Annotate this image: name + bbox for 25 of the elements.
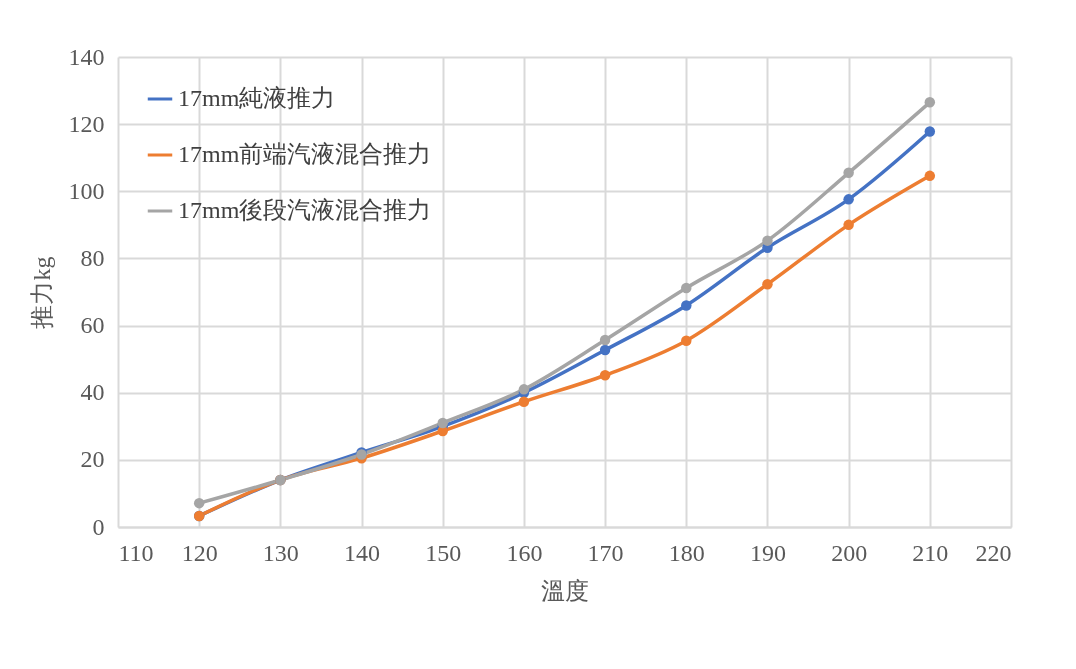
x-tick-label: 120 — [181, 539, 218, 566]
legend-label: 17mm前端汽液混合推力 — [178, 141, 432, 167]
y-tick-label: 60 — [80, 312, 105, 339]
y-tick-label: 140 — [68, 43, 105, 70]
x-tick-label: 150 — [425, 539, 462, 566]
x-tick-label: 180 — [668, 539, 705, 566]
x-tick-label: 110 — [118, 539, 154, 566]
x-tick-label: 170 — [587, 539, 624, 566]
y-tick-label: 40 — [80, 379, 105, 406]
x-tick-label: 210 — [912, 539, 949, 566]
y-tick-label: 100 — [68, 177, 105, 204]
x-tick-label: 220 — [975, 539, 1012, 566]
x-axis-title: 溫度 — [541, 577, 589, 604]
y-tick-label: 80 — [80, 244, 105, 271]
x-tick-label: 140 — [344, 539, 381, 566]
y-tick-label: 20 — [80, 446, 105, 473]
legend-label: 17mm後段汽液混合推力 — [178, 197, 432, 223]
x-tick-label: 190 — [749, 539, 786, 566]
y-tick-label: 120 — [68, 110, 105, 137]
x-tick-label: 160 — [506, 539, 543, 566]
y-axis-title: 推力kg — [28, 256, 55, 329]
legend-label: 17mm純液推力 — [178, 85, 336, 111]
y-tick-label: 0 — [92, 513, 105, 540]
x-tick-label: 200 — [831, 539, 868, 566]
x-tick-label: 130 — [262, 539, 299, 566]
